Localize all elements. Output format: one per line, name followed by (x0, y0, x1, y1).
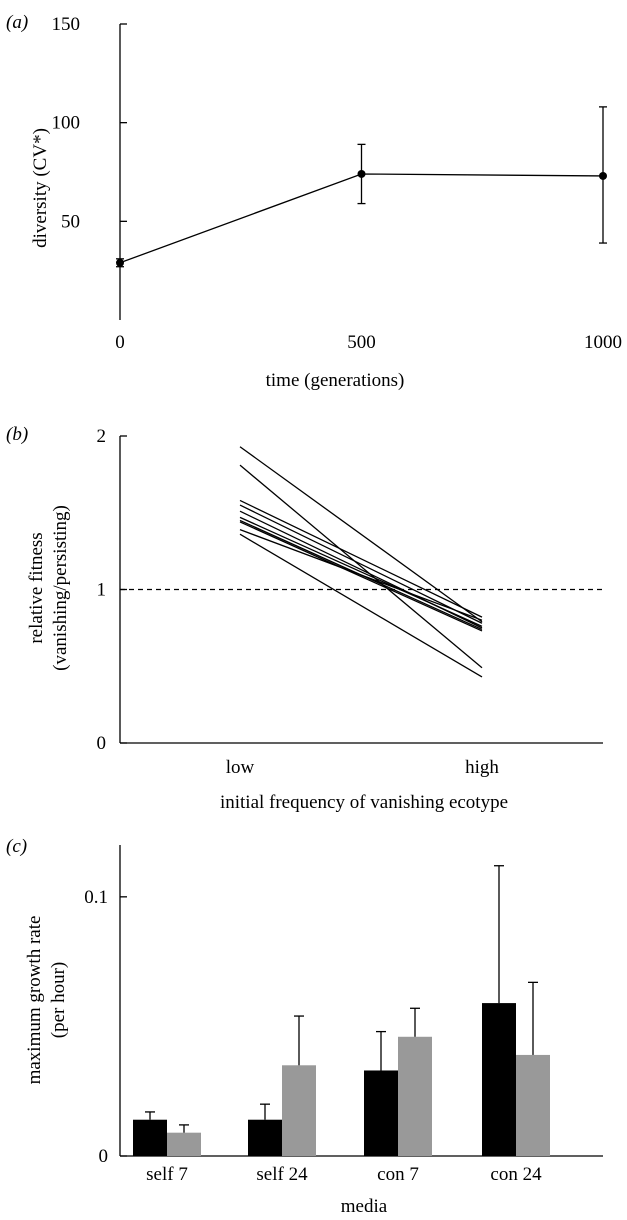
panel-a-x-tick-label: 0 (115, 332, 125, 353)
panel-c-x-tick-label: self 24 (256, 1164, 308, 1185)
panel-b-marks (239, 446, 483, 678)
panel-b-y-tick-label: 1 (97, 580, 107, 601)
panel-c-x-tick-label: self 7 (146, 1164, 188, 1185)
panel-c-x-axis-label: media (341, 1196, 388, 1217)
panel-b-x-ticks: low high (226, 757, 500, 778)
panel-a-y-tick-label: 100 (52, 113, 81, 134)
panel-b-y-axis-label-line1: relative fitness (26, 532, 47, 643)
panel-c-y-axis-label-line2: (per hour) (48, 962, 69, 1039)
panel-b-y-tick-label: 0 (97, 733, 107, 754)
panel-a-y-tick-label: 50 (61, 211, 80, 232)
panel-a-y-ticks: 50 100 150 (52, 14, 127, 232)
panel-a-data-point (599, 171, 607, 180)
panel-c-x-ticks: self 7 self 24 con 7 con 24 (146, 1164, 542, 1185)
panel-b-x-tick-label: low (226, 757, 255, 778)
panel-b-series-line (239, 446, 483, 623)
panel-c-y-axis-label-line1: maximum growth rate (24, 916, 45, 1085)
panel-a-x-ticks: 0 500 1000 (115, 332, 622, 353)
panel-c-bar (398, 1036, 432, 1156)
panel-b-series-line (239, 504, 483, 624)
panel-c-x-tick-label: con 7 (377, 1164, 419, 1185)
panel-c-bar (364, 1070, 398, 1156)
panel-a-y-axis-label: diversity (CV*) (30, 128, 51, 248)
panel-a-x-tick-label: 1000 (584, 332, 622, 353)
panel-b-series-line (239, 499, 483, 618)
panel-b-series-line (239, 464, 483, 669)
panel-b-x-axis-label: initial frequency of vanishing ecotype (220, 792, 508, 813)
panel-c-y-tick-label: 0.1 (84, 887, 108, 908)
panel-c-label: (c) (6, 836, 27, 857)
panel-b-series-line (239, 533, 483, 678)
panel-c-bar (248, 1119, 282, 1156)
panel-c-bar (482, 1003, 516, 1156)
panel-a-data-point (116, 258, 124, 267)
panel-a-data-point (357, 169, 366, 178)
panel-c-bar (516, 1054, 550, 1156)
panel-c-bar (167, 1132, 201, 1156)
panel-c-bar (282, 1065, 316, 1156)
panel-c-marks (133, 865, 550, 1156)
panel-a-x-axis-label: time (generations) (266, 370, 405, 391)
panel-c-bar (133, 1119, 167, 1156)
panel-a-marks (116, 106, 607, 268)
panel-b-series-line (239, 516, 483, 627)
panel-c-y-tick-label: 0 (99, 1146, 109, 1167)
panel-b-x-tick-label: high (465, 757, 499, 778)
panel-c-x-tick-label: con 24 (490, 1164, 542, 1185)
panel-b-axes (119, 436, 603, 744)
panel-a-x-tick-label: 500 (347, 332, 376, 353)
panel-b-y-axis-label-line2: (vanishing/persisting) (50, 505, 71, 671)
panel-b-series-line (239, 529, 483, 621)
panel-a-label: (a) (6, 12, 28, 33)
panel-b-series-line (239, 521, 483, 632)
panel-a-y-tick-label: 150 (52, 14, 81, 35)
panel-b-y-tick-label: 2 (97, 426, 107, 447)
panel-b-label: (b) (6, 424, 28, 445)
